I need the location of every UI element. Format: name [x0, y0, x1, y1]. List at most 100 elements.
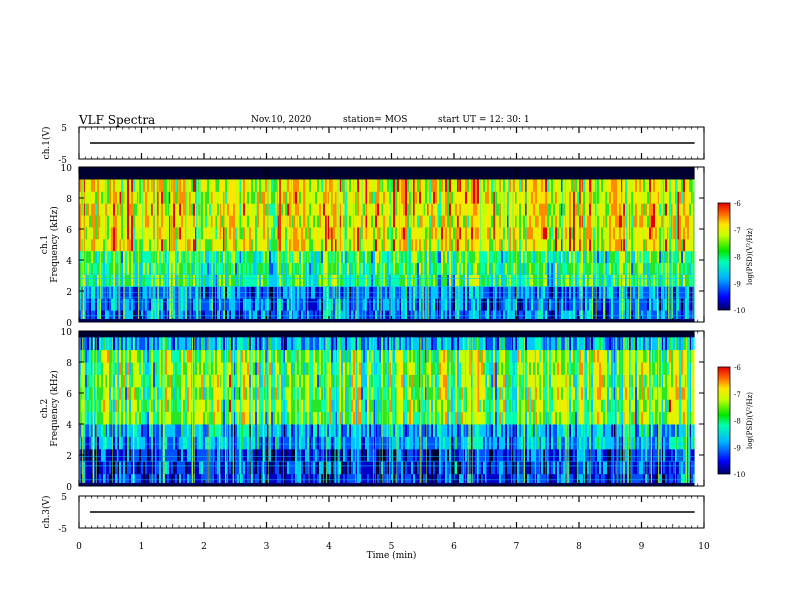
- spectrogram-cell: [377, 250, 379, 264]
- spectrogram-cell: [531, 250, 533, 264]
- spectrogram-cell: [183, 349, 185, 363]
- spectrogram-cell: [323, 226, 325, 240]
- spectrogram-cell: [557, 226, 559, 240]
- spectrogram-cell: [441, 215, 443, 228]
- spectrogram-cell: [87, 274, 89, 287]
- spectrogram-cell: [655, 226, 657, 240]
- spectrogram-cell: [223, 179, 225, 192]
- spectrogram-cell: [229, 215, 231, 228]
- spectrogram-cell: [237, 310, 239, 323]
- spectrogram-cell: [443, 238, 445, 252]
- spectrogram-cell: [583, 191, 585, 204]
- spectrogram-cell: [243, 298, 245, 311]
- spectrogram-cell: [203, 349, 205, 363]
- spectrogram-cell: [105, 337, 107, 351]
- spectrogram-cell: [257, 411, 259, 425]
- spectrogram-cell: [565, 262, 567, 275]
- spectrogram-cell: [483, 262, 485, 275]
- spectrogram-cell: [525, 226, 527, 240]
- spectrogram-cell: [439, 203, 441, 216]
- spectrogram-cell: [157, 238, 159, 252]
- spectrogram-cell: [397, 203, 399, 216]
- spectrogram-cell: [159, 448, 161, 462]
- spectrogram-cell: [141, 337, 143, 351]
- spectrogram-cell: [411, 250, 413, 264]
- spectrogram-cell: [687, 274, 689, 287]
- spectrogram-cell: [175, 238, 177, 252]
- spectrogram-cell: [575, 215, 577, 228]
- spectrogram-cell: [177, 215, 179, 228]
- spectrogram-cell: [363, 203, 365, 216]
- spectrogram-cell: [223, 362, 225, 375]
- spectrogram-cell: [571, 262, 573, 275]
- spectrogram-cell: [575, 250, 577, 264]
- spectrogram-cell: [573, 191, 575, 204]
- spectrogram-cell: [165, 262, 167, 275]
- spectrogram-cell: [139, 298, 141, 311]
- spectrogram-cell: [497, 238, 499, 252]
- spectrogram-cell: [289, 250, 291, 264]
- spectrogram-cell: [105, 436, 107, 450]
- spectrogram-cell: [117, 203, 119, 216]
- spectrogram-cell: [201, 191, 203, 204]
- spectrogram-cell: [515, 179, 517, 192]
- spectrogram-cell: [181, 298, 183, 311]
- spectrogram-cell: [309, 262, 311, 275]
- spectrogram-cell: [463, 226, 465, 240]
- spectrogram-cell: [677, 274, 679, 287]
- spectrogram-cell: [95, 448, 97, 462]
- spectrogram-cell: [215, 179, 217, 192]
- spectrogram-cell: [105, 374, 107, 388]
- station-label: station= MOS: [343, 115, 408, 125]
- spectrogram-cell: [465, 274, 467, 287]
- spectrogram-cell: [127, 250, 129, 264]
- spectrogram-cell: [455, 298, 457, 311]
- spectrogram-cell: [655, 203, 657, 216]
- spectrogram-cell: [565, 274, 567, 287]
- spectrogram-cell: [281, 215, 283, 228]
- spectrogram-cell: [119, 179, 121, 192]
- spectrogram-cell: [213, 411, 215, 425]
- spectrogram-cell: [85, 215, 87, 228]
- spectrogram-cell: [377, 298, 379, 311]
- spectrogram-cell: [351, 262, 353, 275]
- spectrogram-cell: [173, 399, 175, 413]
- spectrogram-cell: [471, 310, 473, 323]
- spectrogram-cell: [253, 424, 255, 437]
- spectrogram-cell: [319, 238, 321, 252]
- spectrogram-cell: [129, 337, 131, 351]
- spectrogram-cell: [119, 362, 121, 375]
- spectrogram-cell: [235, 399, 237, 413]
- spectrogram-cell: [575, 310, 577, 323]
- spectrogram-cell: [443, 226, 445, 240]
- spectrogram-cell: [535, 310, 537, 323]
- spectrogram-cell: [175, 262, 177, 275]
- spectrogram-cell: [91, 448, 93, 462]
- spectrogram-top-band: [79, 167, 695, 180]
- spectrogram-cell: [229, 238, 231, 252]
- spectrogram-cell: [567, 310, 569, 323]
- spectrogram-cell: [367, 298, 369, 311]
- spectrogram-cell: [155, 191, 157, 204]
- spectrogram-cell: [375, 238, 377, 252]
- spectrogram-cell: [197, 411, 199, 425]
- spectrogram-cell: [433, 262, 435, 275]
- spectrogram-cell: [121, 424, 123, 437]
- spectrogram-cell: [623, 310, 625, 323]
- spectrogram-cell: [227, 203, 229, 216]
- spectrogram-cell: [85, 191, 87, 204]
- spectrogram-cell: [411, 310, 413, 323]
- spectrogram-cell: [119, 298, 121, 311]
- spectrogram-cell: [281, 310, 283, 323]
- spectrogram-cell: [565, 310, 567, 323]
- spectrogram-cell: [85, 399, 87, 413]
- spectrogram-cell: [87, 448, 89, 462]
- spectrogram-cell: [359, 250, 361, 264]
- spectrogram-cell: [617, 298, 619, 311]
- spectrogram-cell: [473, 203, 475, 216]
- spectrogram-cell: [287, 274, 289, 287]
- spectrogram-cell: [633, 215, 635, 228]
- spectrogram-cell: [147, 424, 149, 437]
- spectrogram-cell: [445, 310, 447, 323]
- spectrogram-cell: [241, 362, 243, 375]
